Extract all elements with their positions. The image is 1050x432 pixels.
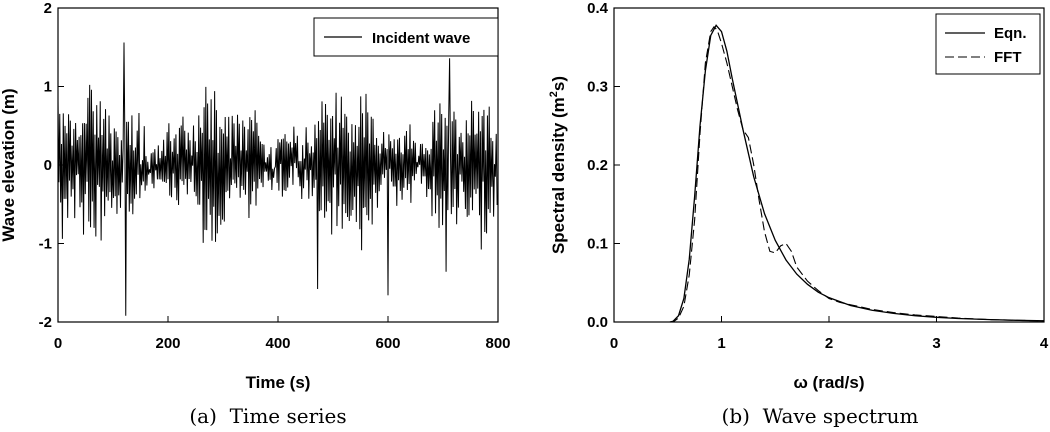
legend-incident-wave-label: Incident wave: [372, 30, 470, 47]
panel-b-y-label-superscript: 2: [548, 91, 560, 97]
y-tick-label: -1: [39, 236, 52, 253]
panel-b-wave-spectrum: 0 1 2 3 40.00.10.20.30.4 Eqn. FFT ω (rad/s) …: [548, 0, 1049, 428]
panel-a-time-series: 0 200 400 600 800 -2 -1 0 1 2 Incident wave Time …: [0, 0, 511, 428]
panel-b-legend: Eqn. FFT: [935, 13, 1041, 75]
y-tick-label: 0.4: [587, 0, 609, 17]
panel-b-y-axis-label: Spectral density (m2s): [548, 76, 568, 254]
panel-b-ticks: 0 1 2 3 4 0.0 0.1 0.2 0.3 0.4: [587, 0, 1049, 352]
fft-spectrum-line: [669, 25, 1045, 323]
x-tick-label: 0: [54, 335, 62, 352]
panel-b-caption: (b) Wave spectrum: [722, 404, 919, 428]
legend-fft-label: FFT: [994, 49, 1022, 66]
legend-eqn-label: Eqn.: [994, 25, 1027, 42]
eqn-spectrum-line: [669, 24, 1045, 323]
x-tick-label: 4: [1040, 335, 1049, 352]
x-tick-label: 3: [932, 335, 940, 352]
panel-a-legend: Incident wave: [313, 17, 499, 57]
x-tick-label: 800: [485, 335, 510, 352]
panel-a-caption: (a) Time series: [189, 404, 346, 428]
x-tick-label: 2: [825, 335, 833, 352]
panel-b-legend-box: [935, 13, 1041, 75]
panel-b-x-axis-label: ω (rad/s): [793, 373, 864, 392]
x-tick-label: 400: [265, 335, 290, 352]
x-tick-label: 600: [375, 335, 400, 352]
y-tick-label: -2: [39, 314, 52, 331]
x-tick-label: 200: [155, 335, 180, 352]
panel-b-plot-area: [669, 24, 1045, 323]
panel-a-y-axis-label: Wave elevation (m): [0, 88, 18, 241]
y-tick-label: 0.0: [587, 314, 608, 331]
y-tick-label: 2: [44, 0, 52, 17]
y-tick-label: 0.2: [587, 157, 608, 174]
panel-a-plot-area: [57, 42, 498, 316]
panel-a-x-axis-label: Time (s): [246, 373, 311, 392]
y-tick-label: 0: [44, 157, 52, 174]
x-tick-label: 0: [610, 335, 618, 352]
incident-wave-line: [57, 42, 498, 316]
y-tick-label: 0.3: [587, 79, 608, 96]
y-tick-label: 1: [44, 79, 52, 96]
panel-b-axes-frame: [613, 7, 1045, 323]
panel-b-y-label-part2: s): [549, 76, 568, 91]
y-tick-label: 0.1: [587, 236, 608, 253]
panel-b-y-label-part1: Spectral density (m: [549, 97, 568, 254]
panel-a-axes-frame: [57, 7, 499, 323]
x-tick-label: 1: [717, 335, 725, 352]
